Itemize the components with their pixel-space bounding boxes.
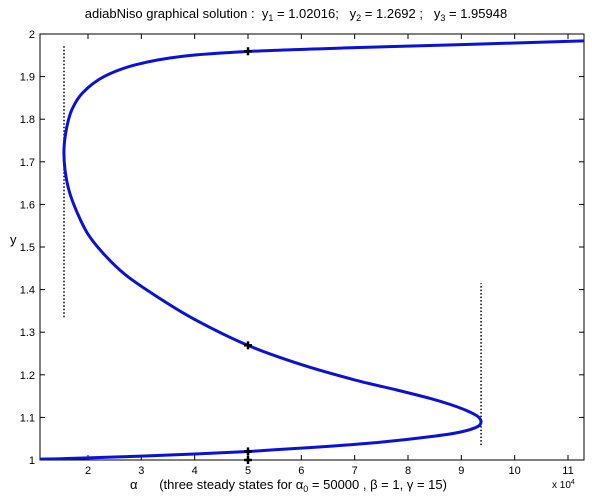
- x-axis-label: α (three steady states for α0 = 50000 , …: [130, 477, 447, 494]
- y-tick-label-1: 1: [29, 455, 35, 467]
- chart-title: adiabNiso graphical solution : y1 = 1.02…: [0, 6, 592, 23]
- title-text: adiabNiso graphical solution :: [84, 6, 255, 21]
- y-tick-label-1.2: 1.2: [20, 370, 35, 382]
- x-tick-label-6: 6: [298, 465, 304, 477]
- y-tick-label-1.7: 1.7: [20, 157, 35, 169]
- series-curve-1: [40, 39, 584, 460]
- x-tick-label-11: 11: [562, 465, 573, 477]
- x-tick-label-9: 9: [458, 465, 464, 477]
- y-tick-label-1.4: 1.4: [20, 285, 35, 297]
- y-tick-label-1.3: 1.3: [20, 327, 35, 339]
- y-tick-label-1.1: 1.1: [20, 412, 35, 424]
- title-solution-2: y2 = 1.2692 ;: [349, 6, 423, 23]
- y-tick-label-1.5: 1.5: [20, 242, 35, 254]
- x-axis-symbol: α: [130, 477, 138, 492]
- title-solution-1: y1 = 1.02016;: [261, 6, 339, 23]
- y-tick-label-1.8: 1.8: [20, 114, 35, 126]
- plot-frame: [39, 33, 585, 461]
- x-tick-label-5: 5: [245, 465, 251, 477]
- y-tick-label-1.6: 1.6: [20, 199, 35, 211]
- title-solution-3: y3 = 1.95948: [433, 6, 508, 23]
- x-tick-label-8: 8: [405, 465, 411, 477]
- x-tick-label-3: 3: [138, 465, 144, 477]
- x-tick-label-2: 2: [85, 465, 91, 477]
- x-axis-exponent: x 104: [552, 479, 575, 491]
- x-tick-label-4: 4: [192, 465, 198, 477]
- y-tick-label-1.9: 1.9: [20, 72, 35, 84]
- y-axis-label: y: [10, 232, 17, 247]
- x-tick-label-10: 10: [509, 465, 521, 477]
- y-tick-label-2: 2: [29, 29, 35, 41]
- x-tick-label-7: 7: [352, 465, 358, 477]
